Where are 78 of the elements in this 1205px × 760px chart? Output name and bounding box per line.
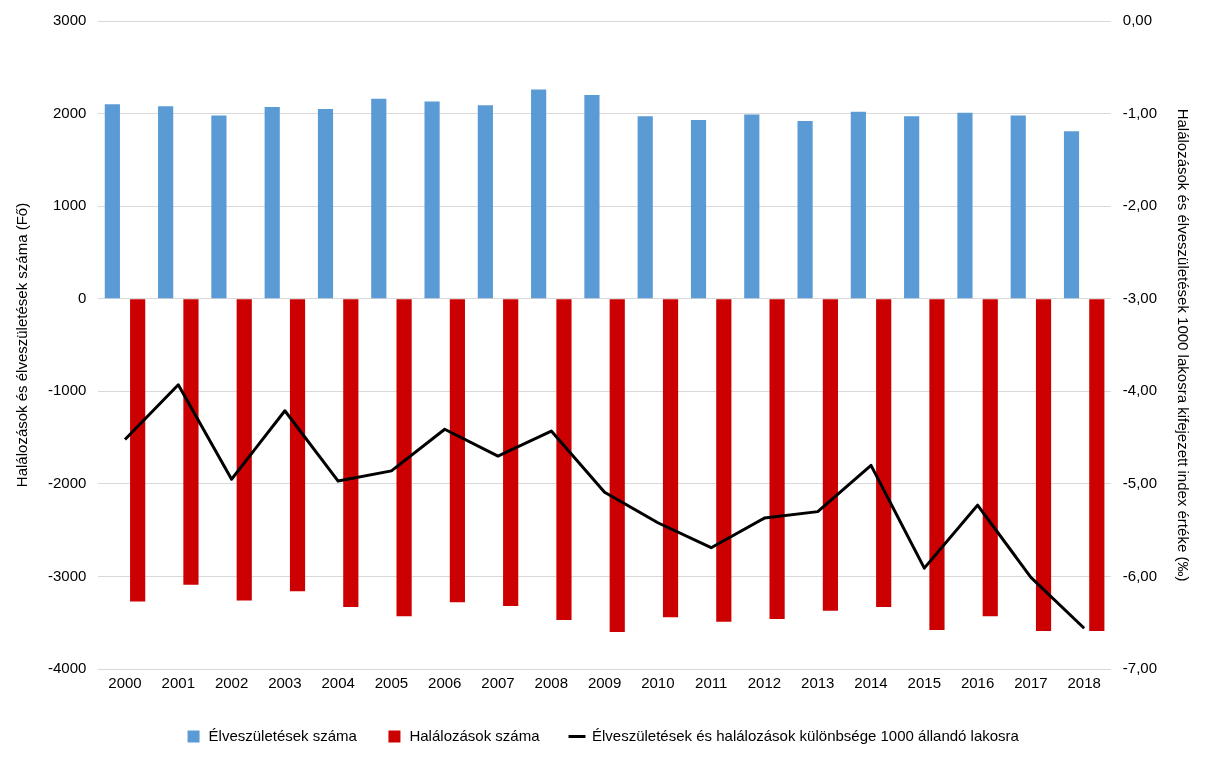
bar xyxy=(876,299,892,607)
bar xyxy=(744,114,760,299)
x-tick-label: 2015 xyxy=(907,674,941,692)
bar xyxy=(1089,299,1105,632)
bar xyxy=(343,299,359,607)
y2-tick-label: -3,00 xyxy=(1122,288,1158,306)
x-tick-label: 2002 xyxy=(214,674,249,692)
y-tick-label: 2000 xyxy=(52,103,87,121)
bar xyxy=(396,299,412,617)
legend-label: Halálozások száma xyxy=(409,726,541,744)
x-tick-label: 2006 xyxy=(428,674,462,692)
bar xyxy=(957,112,973,299)
y-tick-label: 3000 xyxy=(52,11,87,29)
y-tick-label: -2000 xyxy=(47,474,87,491)
bar xyxy=(317,108,334,299)
bar xyxy=(716,299,732,622)
x-tick-label: 2011 xyxy=(695,674,728,692)
bar xyxy=(531,89,547,299)
x-tick-label: 2004 xyxy=(321,674,355,692)
bar xyxy=(1063,131,1080,299)
y-tick-label: -4000 xyxy=(47,659,87,677)
y-tick-label: -3000 xyxy=(47,566,87,584)
x-tick-label: 2014 xyxy=(854,674,888,692)
y-tick-label: -1000 xyxy=(47,381,87,399)
y2-axis-title: Halálozások és élveszületések 1000 lakosra kifejezett index értéke (‰) xyxy=(1174,108,1192,582)
x-tick-label: 2007 xyxy=(481,674,515,692)
y2-tick-label: -4,00 xyxy=(1122,381,1158,399)
bar xyxy=(371,98,387,299)
y-tick-label: 1000 xyxy=(52,196,87,214)
y2-tick-label: -5,00 xyxy=(1122,474,1158,491)
x-tick-label: 2010 xyxy=(641,674,675,692)
bar xyxy=(556,299,572,620)
legend-label: Élveszületések és halálozások különbsége 1000 állandó lakosra xyxy=(592,726,1020,744)
bar xyxy=(662,299,679,618)
y2-tick-label: 0,00 xyxy=(1122,11,1153,29)
y2-tick-label: -2,00 xyxy=(1122,196,1158,214)
y-tick-label: 0 xyxy=(78,288,87,306)
y2-tick-label: -7,00 xyxy=(1122,659,1158,677)
bar xyxy=(1035,299,1052,632)
x-tick-label: 2003 xyxy=(268,674,302,692)
bar xyxy=(584,95,600,299)
x-tick-label: 2018 xyxy=(1067,674,1101,692)
bar xyxy=(264,107,280,299)
bar xyxy=(982,299,998,617)
bar xyxy=(158,106,174,299)
bar xyxy=(797,120,813,299)
bar xyxy=(929,299,945,631)
bar xyxy=(424,101,440,299)
y2-tick-label: -1,00 xyxy=(1122,103,1158,121)
bar xyxy=(1010,115,1026,299)
bar xyxy=(904,116,920,299)
bar xyxy=(289,299,306,592)
x-tick-label: 2000 xyxy=(108,674,142,692)
y-axis-title: Halálozások és élveszületések száma (Fő) xyxy=(13,202,31,488)
bar xyxy=(850,111,866,299)
x-tick-label: 2012 xyxy=(747,674,782,692)
x-tick-label: 2016 xyxy=(960,674,995,692)
x-tick-label: 2017 xyxy=(1014,674,1048,692)
bar xyxy=(130,299,146,602)
x-tick-label: 2013 xyxy=(801,674,835,692)
bar xyxy=(609,299,625,632)
bar xyxy=(477,105,493,299)
x-tick-label: 2008 xyxy=(534,674,568,692)
bar xyxy=(236,299,252,601)
bar xyxy=(183,299,199,585)
bar xyxy=(449,299,465,603)
bar xyxy=(769,299,785,620)
legend-label: Élveszületések száma xyxy=(208,726,358,744)
bar xyxy=(503,299,519,607)
bar xyxy=(104,104,120,299)
x-tick-label: 2005 xyxy=(374,674,409,692)
bar xyxy=(211,115,227,299)
y2-tick-label: -6,00 xyxy=(1122,566,1158,584)
x-tick-label: 2009 xyxy=(587,674,622,692)
bar xyxy=(637,116,653,299)
x-tick-label: 2001 xyxy=(161,674,195,692)
bar xyxy=(822,299,838,611)
bar xyxy=(690,120,707,299)
